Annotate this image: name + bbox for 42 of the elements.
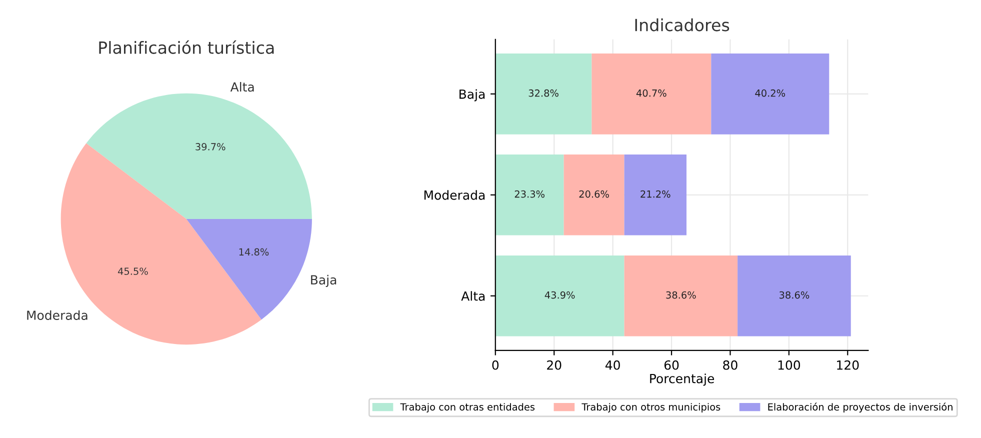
pie-slice (186, 219, 312, 320)
data-label: 21.2% (640, 190, 670, 198)
bar (624, 154, 686, 236)
legend-label: Elaboración de proyectos de inversión (768, 402, 952, 412)
bar (564, 154, 624, 236)
data-label: 40.2% (755, 89, 786, 97)
x-tick-label: 120 (837, 360, 859, 370)
x-axis-title: Porcentaje (650, 374, 714, 386)
x-tick-label: 40 (605, 360, 620, 370)
x-tick-label: 20 (547, 360, 562, 370)
bar (711, 54, 830, 134)
data-label: 32.8% (528, 89, 558, 97)
bar (495, 154, 564, 236)
slice-label: Alta (230, 82, 254, 92)
slice-label: Baja (311, 274, 336, 287)
data-label: 38.6% (666, 291, 696, 299)
legend-label: Trabajo con otros municipios (582, 403, 720, 412)
data-label: 39.7% (196, 143, 226, 150)
data-label: 20.6% (579, 190, 609, 198)
data-label: 43.9% (544, 291, 575, 299)
chart-title: Indicadores (635, 18, 730, 32)
data-label: 14.8% (239, 248, 269, 256)
bar (624, 255, 738, 336)
data-label: 38.6% (780, 291, 810, 299)
x-tick-label: 80 (723, 360, 738, 370)
y-tick-label: Baja (460, 89, 485, 102)
bar (495, 255, 624, 336)
y-tick-label: Moderada (424, 190, 485, 200)
x-tick-label: 0 (492, 360, 499, 370)
bar (738, 255, 851, 336)
data-label: 23.3% (514, 190, 545, 198)
chart-title: Planificación turística (99, 40, 274, 54)
data-label: 45.5% (118, 268, 148, 275)
legend-label: Trabajo con otras entidades (400, 403, 535, 412)
slice-label: Moderada (27, 310, 88, 320)
data-label: 40.7% (636, 89, 666, 97)
x-tick-label: 60 (664, 360, 679, 370)
pie-slice (86, 93, 312, 219)
x-tick-label: 100 (778, 360, 800, 370)
bar (592, 54, 712, 134)
bar (495, 54, 592, 134)
y-tick-label: Alta (461, 291, 485, 301)
